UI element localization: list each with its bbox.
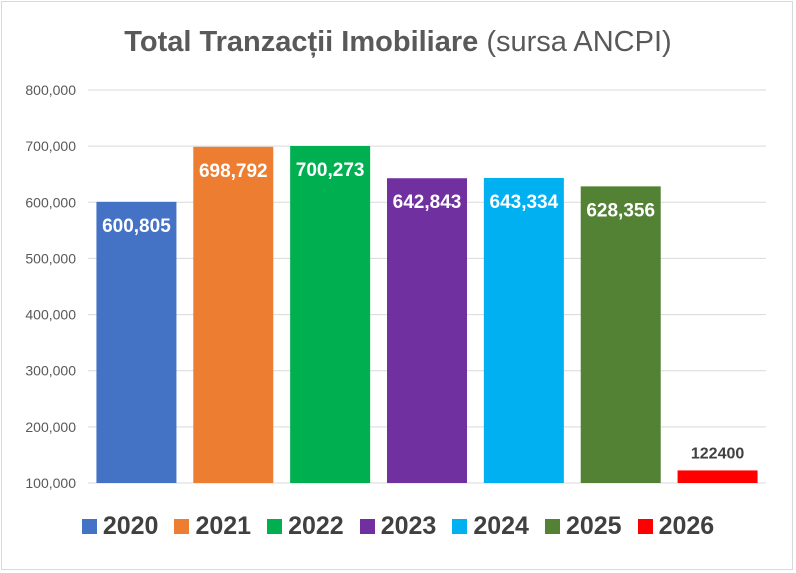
legend-swatch (174, 519, 190, 534)
bar-2025 (580, 186, 661, 483)
bar-2023 (387, 178, 467, 484)
bar-2026 (677, 470, 758, 483)
legend-label: 2023 (380, 512, 437, 540)
y-tick-label: 600,000 (25, 194, 76, 210)
legend-swatch (452, 519, 468, 534)
y-tick-label: 400,000 (25, 307, 76, 323)
legend-swatch (637, 519, 653, 534)
y-tick-label: 300,000 (25, 363, 76, 379)
legend-item-2022: 2022 (267, 512, 344, 541)
chart-subtitle: (sursa ANCPI) (486, 26, 672, 58)
bar-2022 (290, 145, 371, 483)
data-label-2021: 698,792 (199, 161, 268, 182)
chart-title-main: Total Tranzacții Imobiliare (124, 26, 479, 58)
bar-2021 (193, 146, 274, 484)
data-label-2020: 600,805 (102, 216, 171, 237)
legend-item-2020: 2020 (81, 512, 159, 541)
bar-2024 (483, 177, 564, 483)
y-tick-label: 500,000 (25, 250, 76, 266)
y-tick-label: 700,000 (25, 138, 76, 154)
legend-label: 2022 (288, 512, 344, 540)
legend-swatch (359, 519, 375, 534)
legend-label: 2021 (195, 512, 252, 540)
bar-2020 (96, 201, 177, 483)
legend-item-2023: 2023 (359, 512, 437, 541)
y-tick-label: 800,000 (25, 82, 76, 98)
legend-item-2021: 2021 (174, 512, 251, 541)
data-label-2022: 700,273 (296, 160, 365, 181)
data-label-2023: 642,843 (393, 192, 462, 213)
data-label-2025: 628,356 (586, 200, 655, 221)
y-tick-label: 200,000 (25, 419, 76, 435)
legend-item-2024: 2024 (452, 512, 529, 541)
legend-label: 2026 (658, 512, 715, 540)
legend-label: 2020 (102, 512, 159, 540)
legend-swatch (81, 519, 97, 534)
y-tick-label: 100,000 (25, 475, 76, 491)
legend-item-2026: 2026 (637, 512, 715, 541)
legend-swatch (544, 519, 560, 534)
legend-label: 2025 (565, 512, 622, 540)
chart-title: Total Tranzacții Imobiliare (sursa ANCPI… (0, 26, 796, 59)
data-label-2026: 122400 (691, 445, 744, 462)
chart-legend: 2020 2021 2022 2023 2024 2025 2026 (0, 512, 796, 541)
legend-swatch (267, 519, 283, 534)
legend-label: 2024 (473, 512, 529, 540)
data-label-2024: 643,334 (490, 192, 559, 213)
legend-item-2025: 2025 (544, 512, 622, 541)
